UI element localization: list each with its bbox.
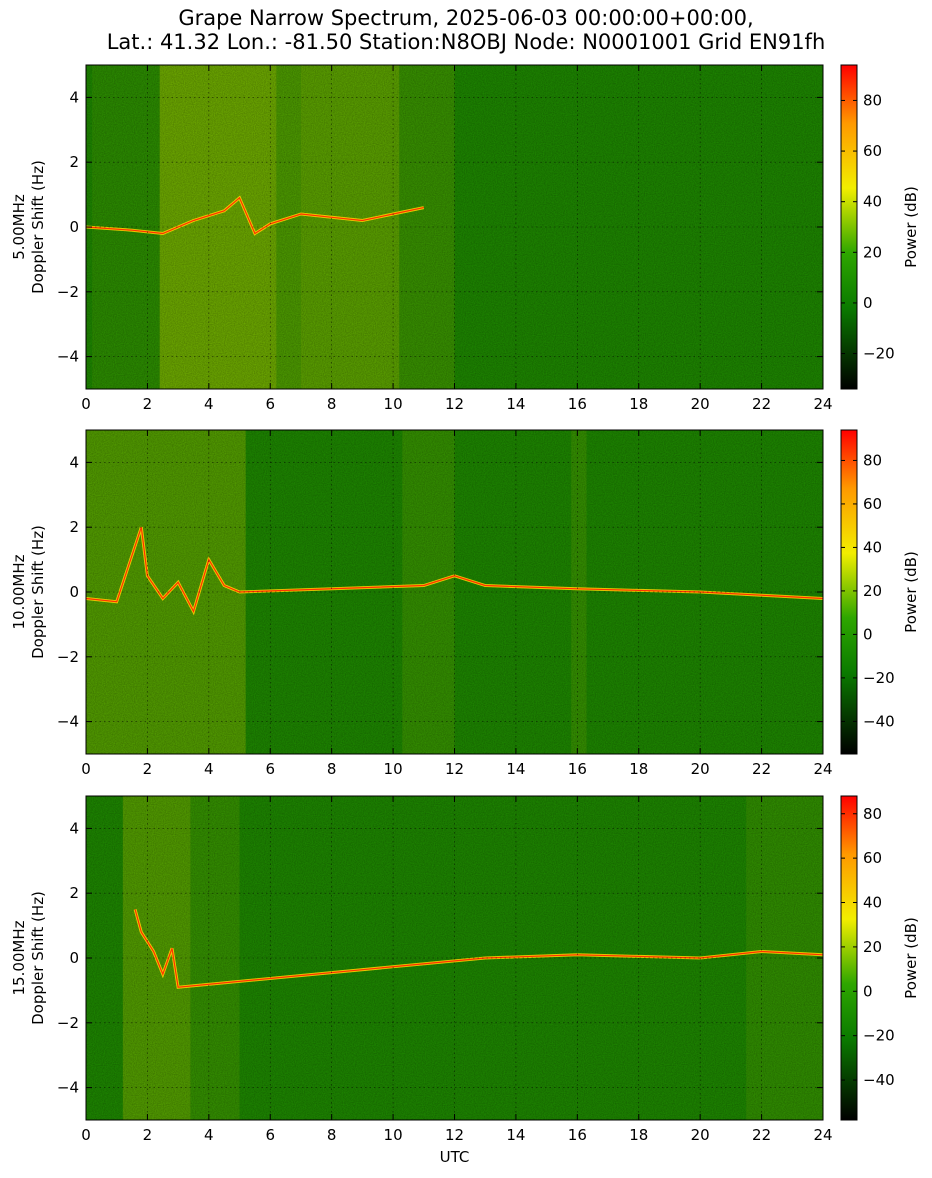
y-tick-label: 4 bbox=[69, 88, 79, 106]
x-tick-label: 18 bbox=[629, 760, 648, 778]
colorbar-tick-label: 80 bbox=[863, 91, 882, 109]
x-tick-label: 0 bbox=[81, 395, 91, 413]
x-tick-label: 22 bbox=[752, 395, 771, 413]
x-tick-label: 24 bbox=[813, 1126, 832, 1144]
colorbar-tick-label: 20 bbox=[863, 582, 882, 600]
y-tick-label: 2 bbox=[69, 884, 79, 902]
y-tick-label: −4 bbox=[57, 348, 79, 366]
colorbar-tick-label: 80 bbox=[863, 805, 882, 823]
x-tick-label: 16 bbox=[568, 1126, 587, 1144]
y-axis-label-frequency: 5.00MHz bbox=[10, 194, 28, 260]
x-tick-label: 20 bbox=[691, 1126, 710, 1144]
y-tick-label: −4 bbox=[57, 713, 79, 731]
y-tick-label: 0 bbox=[69, 583, 79, 601]
colorbar-tick-label: −40 bbox=[863, 712, 895, 730]
colorbar bbox=[840, 795, 858, 1121]
y-tick-label: 0 bbox=[69, 949, 79, 967]
colorbar-tick-label: 0 bbox=[863, 294, 873, 312]
colorbar-tick-label: 60 bbox=[863, 849, 882, 867]
colorbar-tick-label: 0 bbox=[863, 982, 873, 1000]
x-tick-label: 16 bbox=[568, 760, 587, 778]
x-tick-label: 14 bbox=[506, 1126, 525, 1144]
colorbar-label: Power (dB) bbox=[902, 917, 920, 999]
colorbar-tick-label: 60 bbox=[863, 142, 882, 160]
x-tick-label: 24 bbox=[813, 395, 832, 413]
x-tick-label: 20 bbox=[691, 395, 710, 413]
y-tick-label: 0 bbox=[69, 218, 79, 236]
x-tick-label: 18 bbox=[629, 395, 648, 413]
y-axis-label-frequency: 15.00MHz bbox=[10, 920, 28, 995]
x-tick-label: 16 bbox=[568, 395, 587, 413]
x-tick-label: 6 bbox=[265, 1126, 275, 1144]
x-tick-label: 10 bbox=[384, 1126, 403, 1144]
y-tick-label: −2 bbox=[57, 283, 79, 301]
x-tick-label: 2 bbox=[143, 760, 153, 778]
colorbar-tick-label: −20 bbox=[863, 345, 895, 363]
colorbar-tick-label: 80 bbox=[863, 451, 882, 469]
x-tick-label: 6 bbox=[265, 395, 275, 413]
x-tick-label: 18 bbox=[629, 1126, 648, 1144]
x-tick-label: 20 bbox=[691, 760, 710, 778]
colorbar-tick-label: −20 bbox=[863, 1027, 895, 1045]
y-axis-label-frequency: 10.00MHz bbox=[10, 554, 28, 629]
y-axis-label: Doppler Shift (Hz) bbox=[29, 160, 47, 294]
y-tick-label: 4 bbox=[69, 453, 79, 471]
doppler-trace bbox=[85, 196, 424, 235]
x-tick-label: 24 bbox=[813, 760, 832, 778]
y-tick-label: 2 bbox=[69, 153, 79, 171]
colorbar-label: Power (dB) bbox=[902, 551, 920, 633]
colorbar-tick-label: 20 bbox=[863, 243, 882, 261]
x-tick-label: 6 bbox=[265, 760, 275, 778]
y-tick-label: −2 bbox=[57, 1014, 79, 1032]
y-tick-label: −2 bbox=[57, 648, 79, 666]
y-tick-label: 2 bbox=[69, 518, 79, 536]
x-tick-label: 12 bbox=[445, 760, 464, 778]
colorbar bbox=[840, 429, 858, 755]
colorbar bbox=[840, 64, 858, 390]
colorbar-tick-label: 0 bbox=[863, 625, 873, 643]
x-tick-label: 4 bbox=[204, 1126, 214, 1144]
y-tick-label: −4 bbox=[57, 1079, 79, 1097]
x-tick-label: 8 bbox=[327, 1126, 337, 1144]
x-tick-label: 14 bbox=[506, 395, 525, 413]
chart-title-line-1: Grape Narrow Spectrum, 2025-06-03 00:00:… bbox=[178, 6, 754, 30]
x-tick-label: 2 bbox=[143, 395, 153, 413]
x-tick-label: 10 bbox=[384, 395, 403, 413]
y-axis-label: Doppler Shift (Hz) bbox=[29, 525, 47, 659]
colorbar-tick-label: 40 bbox=[863, 894, 882, 912]
x-tick-label: 14 bbox=[506, 760, 525, 778]
x-tick-label: 4 bbox=[204, 760, 214, 778]
x-tick-label: 4 bbox=[204, 395, 214, 413]
y-axis-label: Doppler Shift (Hz) bbox=[29, 891, 47, 1025]
x-tick-label: 10 bbox=[384, 760, 403, 778]
x-tick-label: 0 bbox=[81, 1126, 91, 1144]
doppler-trace bbox=[85, 527, 824, 613]
colorbar-tick-label: −40 bbox=[863, 1071, 895, 1089]
colorbar-tick-label: 40 bbox=[863, 193, 882, 211]
x-tick-label: 8 bbox=[327, 395, 337, 413]
colorbar-tick-label: 40 bbox=[863, 538, 882, 556]
x-tick-label: 2 bbox=[143, 1126, 153, 1144]
colorbar-tick-label: 20 bbox=[863, 938, 882, 956]
colorbar-label: Power (dB) bbox=[902, 186, 920, 268]
x-tick-label: 22 bbox=[752, 760, 771, 778]
x-tick-label: 12 bbox=[445, 1126, 464, 1144]
colorbar-tick-label: 60 bbox=[863, 495, 882, 513]
doppler-trace bbox=[134, 909, 824, 988]
x-tick-label: 22 bbox=[752, 1126, 771, 1144]
x-tick-label: 12 bbox=[445, 395, 464, 413]
y-tick-label: 4 bbox=[69, 819, 79, 837]
x-tick-label: 8 bbox=[327, 760, 337, 778]
x-axis-label: UTC bbox=[440, 1148, 470, 1166]
chart-title-line-2: Lat.: 41.32 Lon.: -81.50 Station:N8OBJ N… bbox=[106, 30, 826, 54]
colorbar-tick-label: −20 bbox=[863, 669, 895, 687]
x-tick-label: 0 bbox=[81, 760, 91, 778]
